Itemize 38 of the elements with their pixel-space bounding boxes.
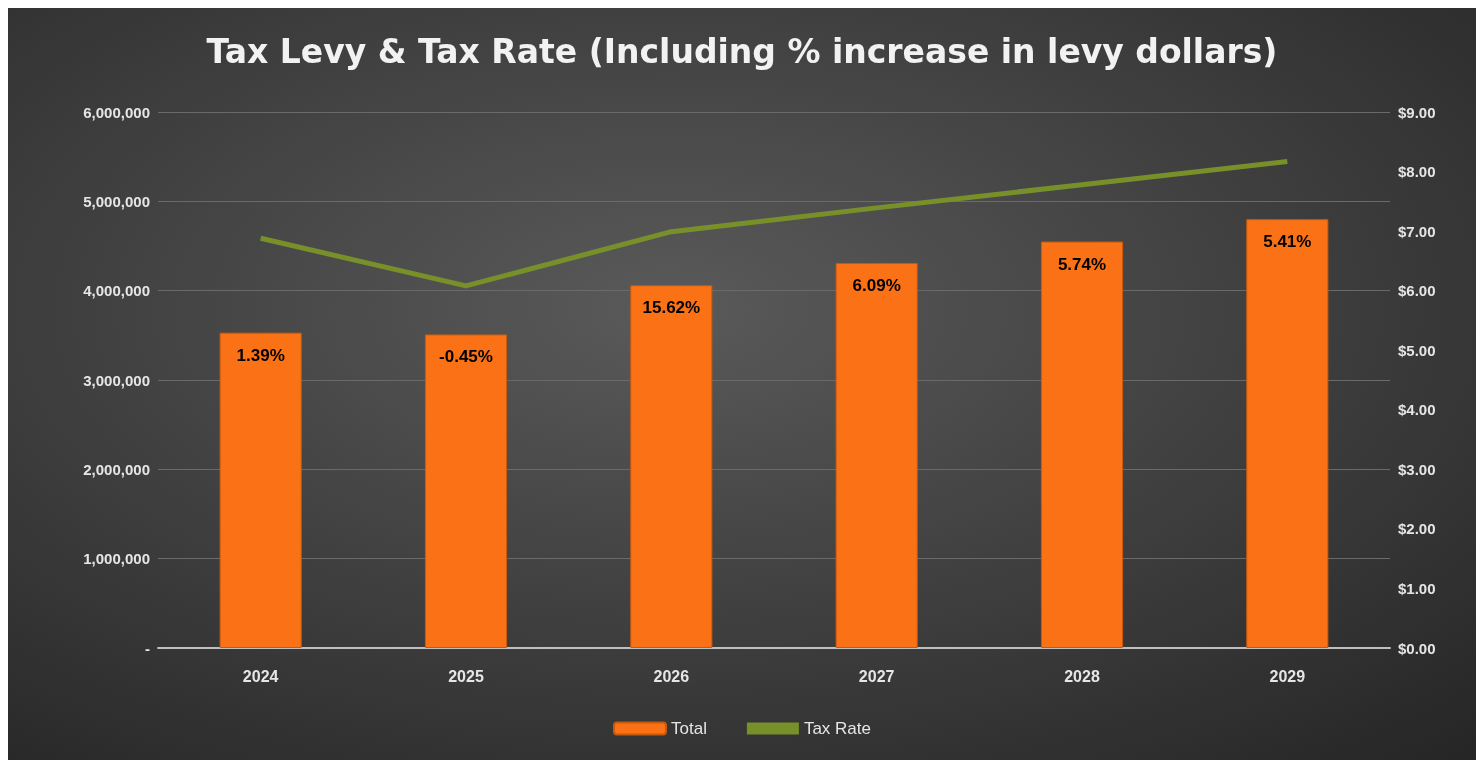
annotation: 1.39% [236,345,285,365]
annotation: -0.45% [439,347,493,367]
legend-label: Total [671,719,707,738]
bar [630,285,713,648]
annotation: 15.62% [642,298,701,318]
y2-tick-label: $4.00 [1398,401,1436,419]
y-tick-label: - [145,639,150,657]
y2-tick-label: $7.00 [1398,222,1436,240]
x-tick-label: 2027 [858,667,895,685]
y-tick-label: 6,000,000 [83,103,150,121]
x-tick-label: 2025 [448,667,484,685]
y-tick-label: 5,000,000 [83,192,150,210]
annotation: 5.74% [1057,254,1107,274]
y-tick-label: 3,000,000 [83,371,150,389]
bar [219,332,302,648]
x-tick-label: 2026 [653,667,690,685]
annotation: 6.09% [852,275,901,295]
bar [1246,219,1329,648]
y2-tick-label: $0.00 [1398,639,1436,657]
x-tick-label: 2029 [1269,667,1306,685]
x-tick-label: 2024 [242,667,279,685]
annotation: 5.41% [1263,232,1312,252]
y2-tick-label: $6.00 [1398,282,1436,300]
bar [1040,241,1124,648]
bar [835,262,918,648]
y-tick-label: 4,000,000 [83,282,150,300]
y-tick-label: 1,000,000 [83,550,150,568]
y2-tick-label: $2.00 [1398,520,1436,538]
legend-label: Tax Rate [803,719,871,738]
x-tick-label: 2028 [1064,667,1100,685]
bar [424,334,508,648]
y2-tick-label: $5.00 [1398,341,1436,359]
chart-title: Tax Levy & Tax Rate (Including % increase in levy dollars) [206,32,1278,71]
y2-tick-label: $1.00 [1398,579,1436,597]
y-tick-label: 2,000,000 [83,460,150,478]
y2-tick-label: $9.00 [1398,103,1436,121]
y2-tick-label: $8.00 [1398,163,1436,181]
y2-tick-label: $3.00 [1398,460,1436,478]
